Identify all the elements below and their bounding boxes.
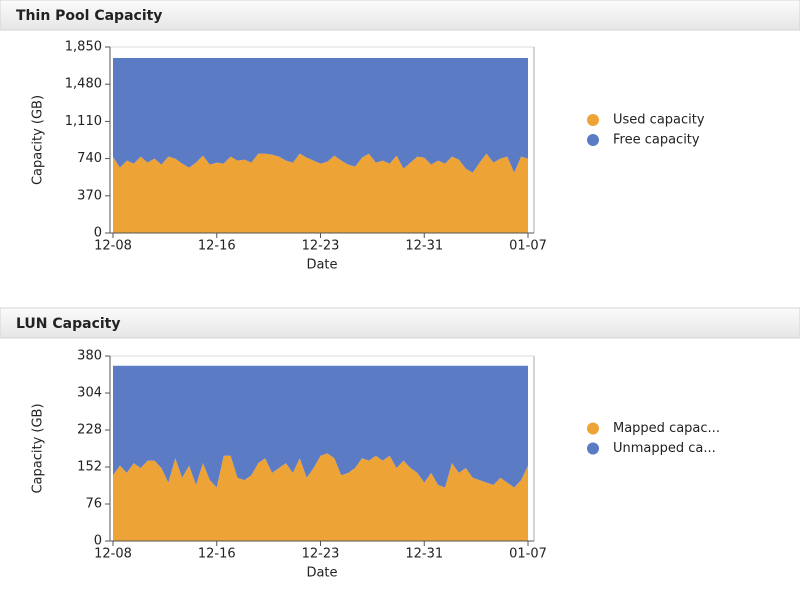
legend-label: Free capacity	[613, 133, 700, 148]
y-tick-label: 370	[77, 188, 102, 203]
legend-label: Mapped capac...	[613, 421, 720, 436]
legend-label: Unmapped ca...	[613, 441, 716, 456]
legend-marker	[587, 114, 599, 126]
y-axis-label: Capacity (GB)	[31, 403, 46, 493]
x-axis-label: Date	[306, 258, 337, 273]
legend-marker	[587, 422, 599, 435]
legend-marker	[587, 442, 599, 455]
area	[113, 453, 528, 541]
panel-header	[0, 0, 800, 31]
panel-title: Thin Pool Capacity	[16, 8, 162, 24]
legend-label: Used capacity	[613, 113, 705, 128]
legend-marker	[587, 134, 599, 146]
panel-title: LUN Capacity	[16, 316, 121, 332]
y-tick-label: 0	[94, 534, 102, 549]
x-tick-label: 12-08	[94, 547, 132, 562]
y-tick-label: 1,480	[65, 77, 102, 92]
x-tick-label: 12-31	[405, 547, 443, 562]
x-tick-label: 12-16	[198, 547, 236, 562]
y-tick-label: 1,850	[65, 40, 102, 55]
x-tick-label: 12-23	[302, 547, 340, 562]
y-tick-label: 380	[77, 349, 102, 364]
y-tick-label: 304	[77, 386, 102, 401]
x-tick-label: 12-16	[198, 239, 236, 254]
x-tick-label: 12-23	[302, 239, 340, 254]
y-tick-label: 740	[77, 151, 102, 166]
panel-header	[0, 307, 800, 339]
area	[113, 153, 528, 233]
y-tick-label: 228	[77, 423, 102, 438]
x-axis-label: Date	[306, 566, 337, 581]
y-tick-label: 0	[94, 226, 102, 241]
area	[113, 58, 528, 173]
x-tick-label: 12-08	[94, 239, 132, 254]
x-tick-label: 01-07	[509, 239, 547, 254]
y-axis-label: Capacity (GB)	[31, 95, 46, 185]
y-tick-label: 152	[77, 460, 102, 475]
x-tick-label: 12-31	[405, 239, 443, 254]
area	[113, 365, 528, 488]
x-tick-label: 01-07	[509, 547, 547, 562]
y-tick-label: 1,110	[65, 114, 102, 129]
y-tick-label: 76	[85, 497, 102, 512]
